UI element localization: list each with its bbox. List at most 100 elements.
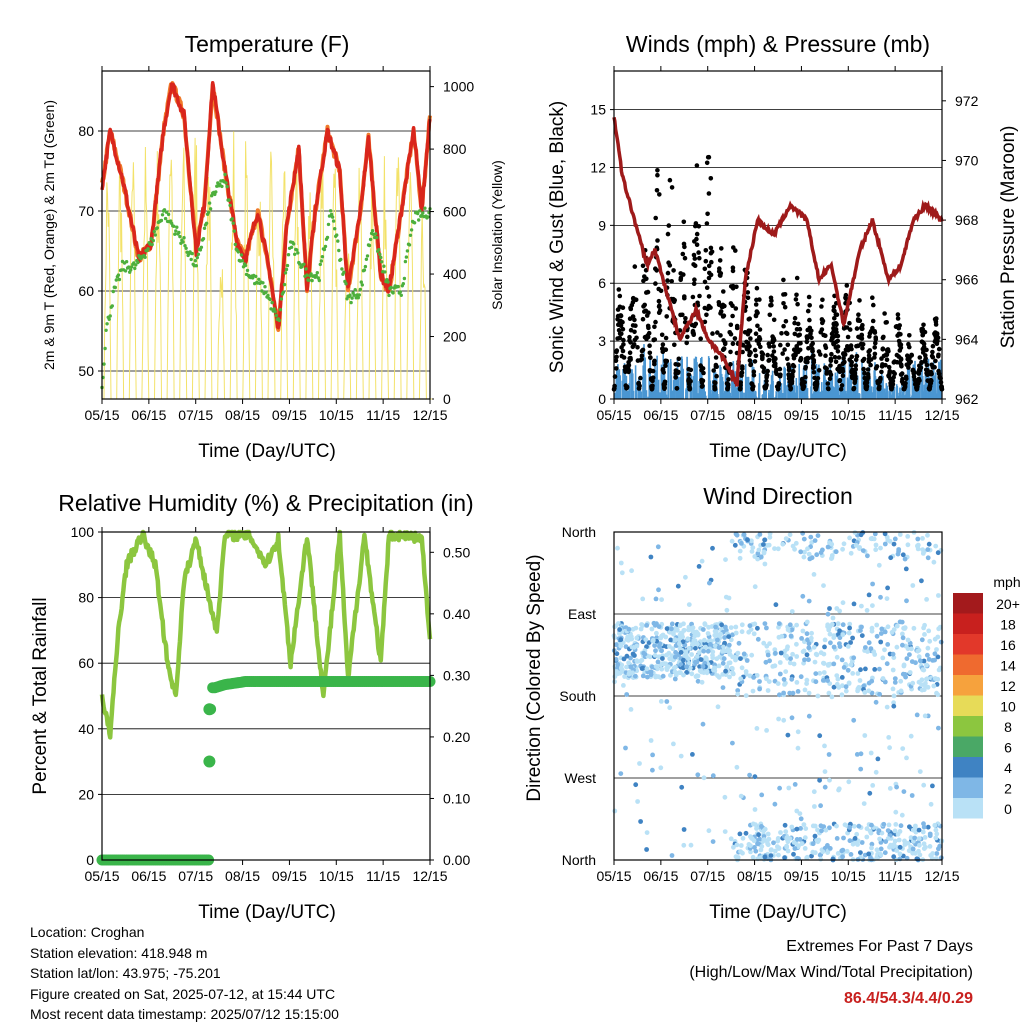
wind-gust-point bbox=[823, 343, 828, 348]
wind-speed-bar bbox=[930, 390, 932, 399]
wind-gust-point bbox=[831, 329, 836, 335]
wind-gust-point bbox=[714, 364, 719, 370]
wind-speed-bar bbox=[772, 381, 774, 399]
direction-point bbox=[877, 691, 882, 697]
dewpoint-point bbox=[362, 268, 367, 272]
direction-point bbox=[639, 657, 645, 663]
direction-point bbox=[897, 829, 903, 834]
direction-point bbox=[799, 841, 805, 847]
direction-point bbox=[878, 639, 884, 645]
direction-point bbox=[892, 536, 898, 542]
dewpoint-point bbox=[163, 216, 168, 221]
dewpoint-point bbox=[401, 282, 405, 286]
wind-gust-point bbox=[803, 374, 808, 380]
direction-point bbox=[856, 686, 862, 691]
dewpoint-point bbox=[302, 262, 306, 266]
wind-gust-point bbox=[752, 347, 758, 353]
wind-gust-point bbox=[925, 368, 930, 373]
direction-point bbox=[650, 637, 656, 643]
direction-point bbox=[897, 851, 903, 857]
direction-point bbox=[870, 581, 875, 587]
wind-gust-point bbox=[843, 295, 848, 301]
wind-speed-bar bbox=[892, 387, 895, 399]
wind-speed-bar bbox=[619, 375, 621, 399]
wind-gust-point bbox=[806, 294, 812, 300]
wind-gust-point bbox=[744, 345, 749, 350]
dewpoint-point bbox=[386, 280, 390, 284]
wind-gust-point bbox=[794, 275, 800, 281]
direction-point bbox=[812, 804, 817, 809]
direction-point bbox=[930, 658, 936, 663]
wind-speed-bar bbox=[834, 372, 837, 399]
wind-speed-bar bbox=[852, 397, 855, 399]
winds-left-axis-label: Sonic Wind & Gust (Blue, Black) bbox=[547, 101, 568, 373]
direction-point bbox=[844, 848, 850, 854]
direction-point bbox=[724, 607, 730, 613]
wind-gust-point bbox=[917, 363, 922, 369]
direction-point bbox=[814, 552, 820, 558]
wind-gust-point bbox=[807, 303, 812, 308]
direction-point bbox=[908, 835, 914, 840]
wind-speed-bar bbox=[782, 393, 784, 399]
dewpoint-point bbox=[123, 269, 128, 273]
direction-point bbox=[750, 821, 756, 827]
direction-point bbox=[730, 671, 736, 677]
dewpoint-point bbox=[178, 234, 182, 239]
direction-point bbox=[706, 624, 711, 630]
wind-gust-point bbox=[667, 177, 673, 183]
wind-speed-bar bbox=[933, 385, 936, 399]
direction-point bbox=[749, 549, 755, 554]
direction-point bbox=[806, 690, 812, 696]
wind-speed-bar bbox=[671, 392, 674, 399]
wind-speed-bar bbox=[702, 385, 704, 399]
winds-x-tick-label: 07/15 bbox=[690, 407, 725, 423]
wind-speed-bar bbox=[868, 365, 871, 399]
direction-point bbox=[794, 826, 800, 832]
winds-x-axis-title: Time (Day/UTC) bbox=[709, 441, 847, 462]
direction-point bbox=[863, 645, 868, 650]
direction-point bbox=[613, 642, 619, 648]
wind-speed-bar bbox=[798, 363, 800, 399]
direction-point bbox=[637, 761, 642, 766]
dewpoint-point bbox=[317, 278, 321, 283]
direction-point bbox=[776, 716, 781, 722]
direction-point bbox=[901, 662, 907, 668]
direction-point bbox=[669, 626, 674, 632]
wind-gust-point bbox=[792, 315, 798, 321]
direction-point bbox=[915, 648, 921, 654]
direction-point bbox=[886, 735, 892, 740]
legend-label: 16 bbox=[1000, 637, 1016, 653]
wind-gust-point bbox=[726, 377, 731, 382]
direction-point bbox=[768, 853, 774, 858]
wind-gust-point bbox=[800, 379, 805, 385]
wind-speed-bar bbox=[622, 369, 624, 399]
direction-point bbox=[770, 664, 776, 669]
wind-gust-point bbox=[713, 355, 719, 360]
wind-speed-bar bbox=[845, 396, 848, 399]
dewpoint-point bbox=[325, 235, 330, 240]
wind-speed-bar bbox=[804, 393, 807, 399]
wind-gust-point bbox=[900, 376, 905, 382]
wind-gust-point bbox=[719, 246, 724, 251]
wind-speed-bar bbox=[735, 387, 738, 399]
direction-point bbox=[850, 671, 856, 676]
wind-gust-point bbox=[671, 268, 676, 273]
wind-gust-point bbox=[884, 357, 890, 363]
wind-gust-point bbox=[911, 374, 917, 380]
wind-speed-bar bbox=[762, 396, 764, 399]
wind-speed-bar bbox=[679, 376, 682, 399]
direction-point bbox=[840, 632, 846, 638]
wind-speed-bar bbox=[643, 344, 645, 399]
wind-gust-point bbox=[832, 316, 837, 321]
direction-point bbox=[721, 656, 727, 662]
dewpoint-point bbox=[421, 211, 425, 215]
direction-point bbox=[798, 816, 804, 822]
dewpoint-point bbox=[266, 293, 270, 298]
wind-speed-bar bbox=[748, 394, 751, 399]
direction-point bbox=[690, 752, 695, 757]
dewpoint-point bbox=[130, 265, 134, 269]
direction-point bbox=[869, 628, 875, 634]
dewpoint-point bbox=[279, 297, 284, 301]
wind-gust-point bbox=[832, 354, 838, 360]
direction-point bbox=[846, 630, 852, 636]
